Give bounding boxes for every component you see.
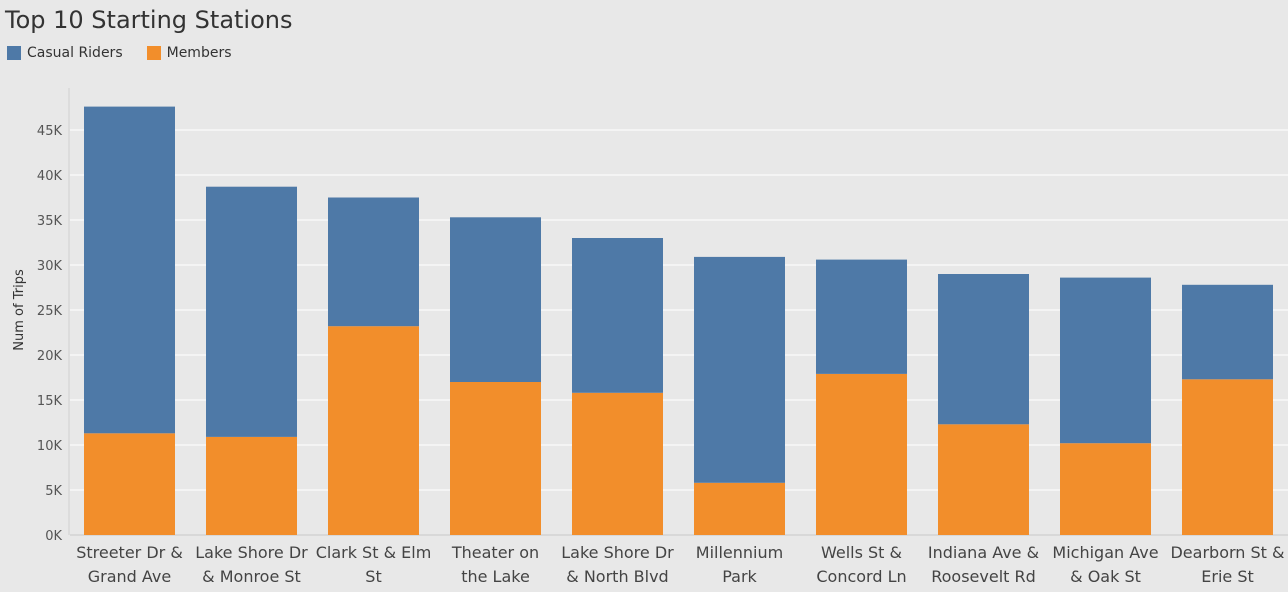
y-tick-label-6: 30K — [37, 259, 63, 274]
bar-casual-riders-4 — [572, 238, 663, 393]
x-tick-label-3-line-1: the Lake — [461, 567, 530, 586]
bars — [84, 106, 1273, 535]
x-tick-label-9-line-1: Erie St — [1201, 567, 1254, 586]
bar-members-1 — [206, 436, 297, 535]
x-tick-label-1-line-1: & Monroe St — [202, 567, 301, 586]
legend-swatch-members — [146, 46, 161, 60]
y-tick-label-3: 15K — [37, 394, 63, 409]
x-tick-label-6-line-0: Wells St & — [821, 543, 902, 562]
x-tick-label-0-line-1: Grand Ave — [88, 567, 171, 586]
x-tick-label-4-line-0: Lake Shore Dr — [561, 543, 674, 562]
x-tick-label-5-line-1: Park — [722, 567, 757, 586]
x-tick-label-8-line-1: & Oak St — [1070, 567, 1141, 586]
x-tick-label-9-line-0: Dearborn St & — [1170, 543, 1284, 562]
bar-casual-riders-2 — [328, 197, 419, 327]
y-tick-label-0: 0K — [45, 529, 62, 544]
x-tick-label-2-line-0: Clark St & Elm — [316, 543, 432, 562]
legend-item-members[interactable]: Members — [146, 45, 232, 61]
bar-casual-riders-8 — [1060, 277, 1151, 444]
x-tick-label-2-line-1: St — [365, 567, 381, 586]
bar-members-4 — [572, 392, 663, 535]
bar-casual-riders-9 — [1182, 284, 1273, 380]
bar-members-3 — [450, 382, 541, 535]
legend-label-members: Members — [166, 45, 232, 61]
bar-members-6 — [816, 373, 907, 535]
bar-casual-riders-3 — [450, 217, 541, 382]
bar-members-2 — [328, 326, 419, 535]
y-tick-label-8: 40K — [37, 169, 63, 184]
y-tick-label-2: 10K — [37, 439, 63, 454]
x-tick-label-7-line-1: Roosevelt Rd — [931, 567, 1036, 586]
x-tick-label-7-line-0: Indiana Ave & — [928, 543, 1039, 562]
y-axis-label: Num of Trips — [12, 269, 27, 351]
x-tick-label-4-line-1: & North Blvd — [566, 567, 668, 586]
chart-title: Top 10 Starting Stations — [5, 6, 293, 34]
bar-members-9 — [1182, 379, 1273, 535]
legend-label-casual-riders: Casual Riders — [27, 45, 123, 61]
x-tick-label-6-line-1: Concord Ln — [816, 567, 906, 586]
axes: 0K 5K 10K 15K 20K 25K 30K 35K 40K 45K Streeter Dr … — [37, 88, 1285, 586]
x-tick-label-1-line-0: Lake Shore Dr — [195, 543, 308, 562]
bar-members-5 — [694, 482, 785, 535]
bar-casual-riders-7 — [938, 274, 1029, 425]
y-tick-label-7: 35K — [37, 214, 63, 229]
y-tick-label-9: 45K — [37, 124, 63, 139]
y-tick-label-4: 20K — [37, 349, 63, 364]
legend-swatch-casual-riders — [7, 46, 21, 60]
bar-members-8 — [1060, 443, 1151, 535]
bar-casual-riders-5 — [694, 256, 785, 483]
bar-members-0 — [84, 433, 175, 535]
x-tick-label-0-line-0: Streeter Dr & — [76, 543, 183, 562]
bar-members-7 — [938, 424, 1029, 535]
y-tick-label-5: 25K — [37, 304, 63, 319]
x-tick-label-8-line-0: Michigan Ave — [1052, 543, 1158, 562]
bar-casual-riders-0 — [84, 106, 175, 434]
legend-item-casual-riders[interactable]: Casual Riders — [7, 45, 123, 61]
x-tick-label-3-line-0: Theater on — [451, 543, 539, 562]
bar-casual-riders-1 — [206, 186, 297, 437]
legend: Casual Riders Members — [7, 45, 256, 61]
bar-casual-riders-6 — [816, 259, 907, 374]
x-tick-label-5-line-0: Millennium — [696, 543, 783, 562]
y-tick-label-1: 5K — [45, 484, 62, 499]
